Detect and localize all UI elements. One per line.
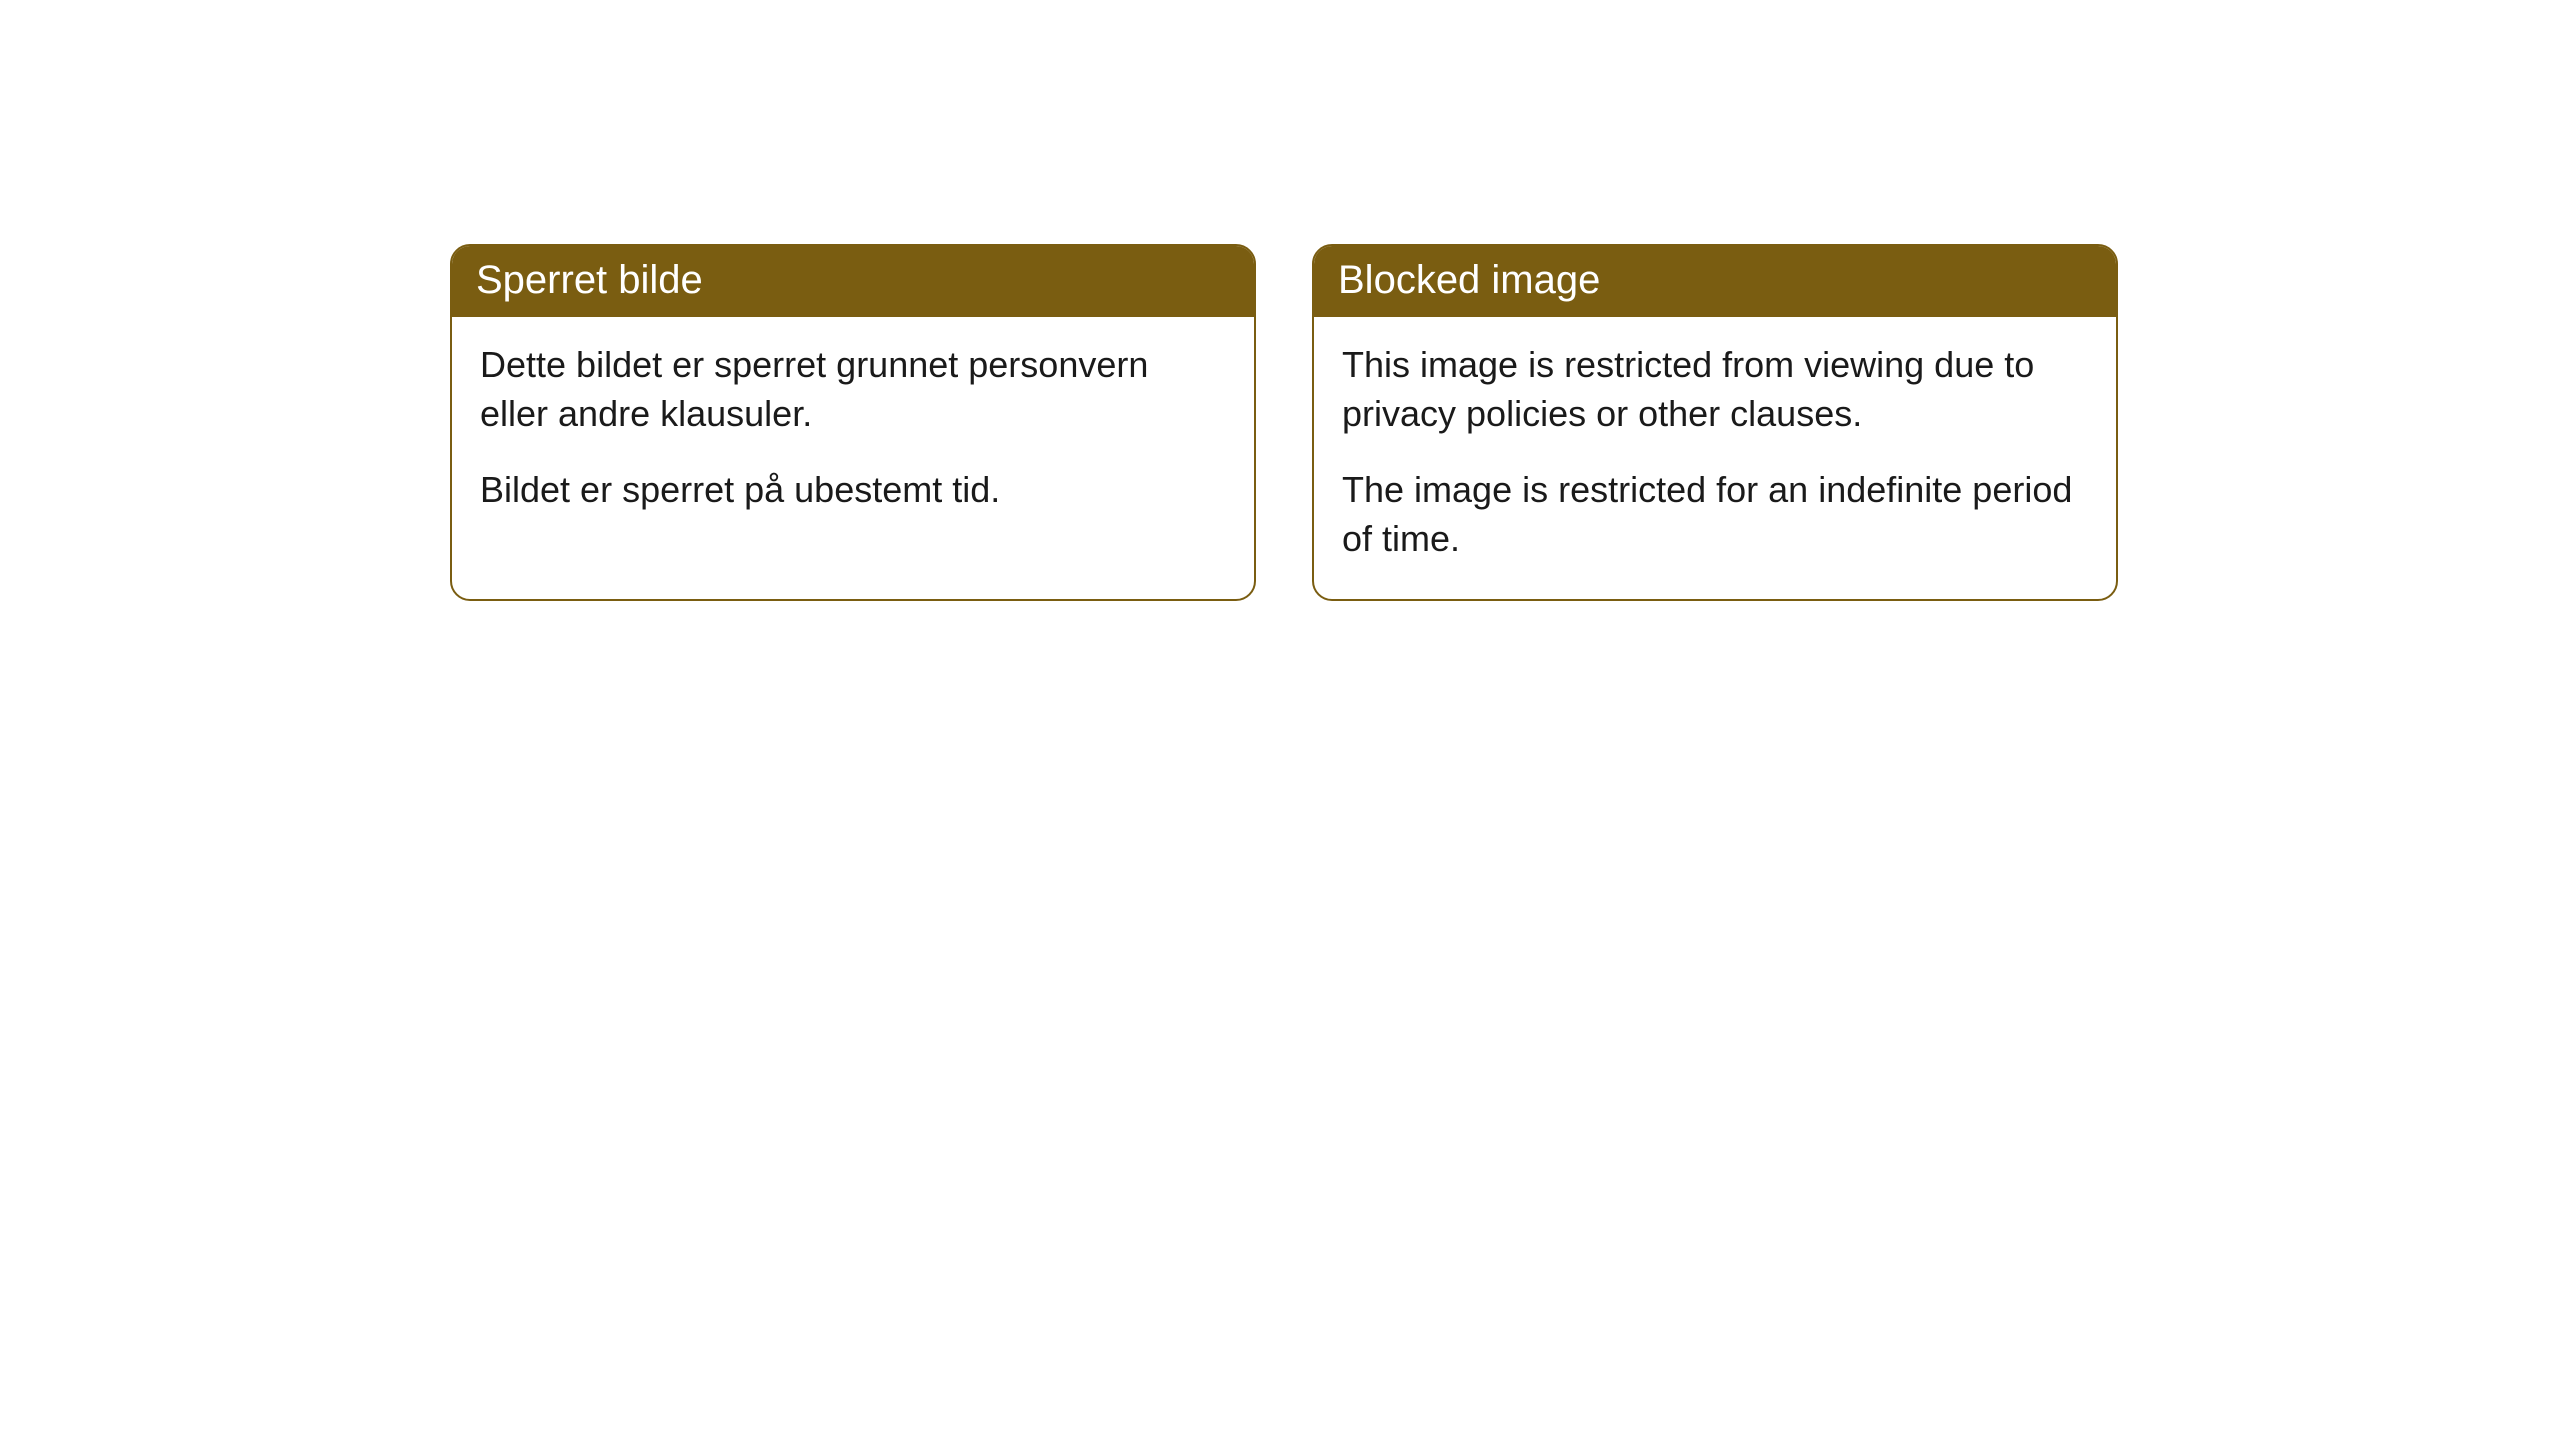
card-body: This image is restricted from viewing du… (1314, 317, 2116, 599)
card-header: Sperret bilde (452, 246, 1254, 317)
cards-container: Sperret bilde Dette bildet er sperret gr… (450, 244, 2118, 601)
card-paragraph: This image is restricted from viewing du… (1342, 341, 2088, 438)
card-paragraph: The image is restricted for an indefinit… (1342, 466, 2088, 563)
card-body: Dette bildet er sperret grunnet personve… (452, 317, 1254, 551)
card-paragraph: Dette bildet er sperret grunnet personve… (480, 341, 1226, 438)
blocked-image-card-en: Blocked image This image is restricted f… (1312, 244, 2118, 601)
card-header: Blocked image (1314, 246, 2116, 317)
blocked-image-card-no: Sperret bilde Dette bildet er sperret gr… (450, 244, 1256, 601)
card-paragraph: Bildet er sperret på ubestemt tid. (480, 466, 1226, 515)
card-title: Sperret bilde (476, 258, 703, 302)
card-title: Blocked image (1338, 258, 1600, 302)
